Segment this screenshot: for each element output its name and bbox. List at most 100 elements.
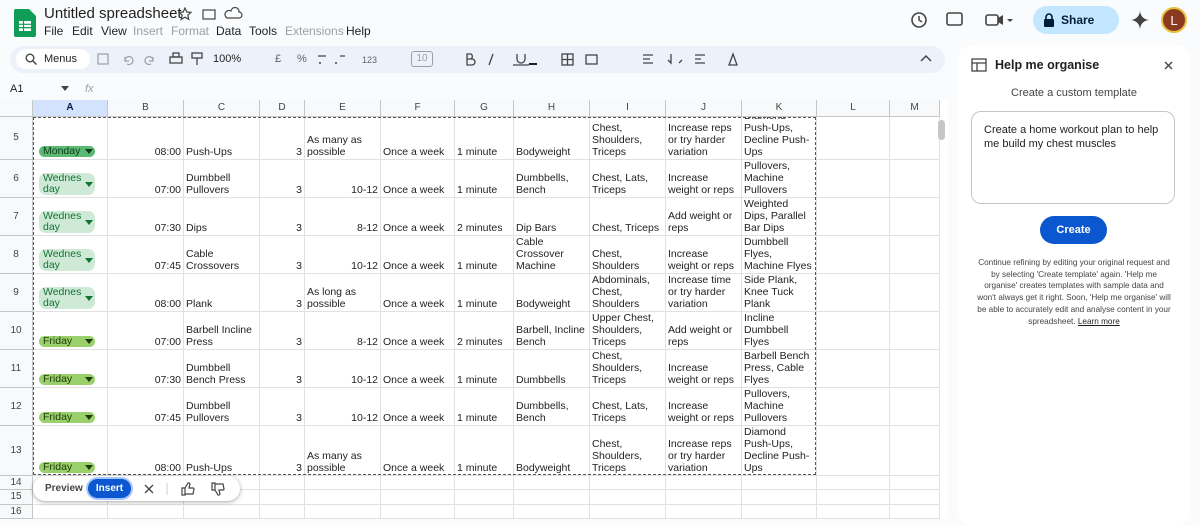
- menu-item[interactable]: Help: [346, 24, 371, 38]
- column-header[interactable]: I: [590, 100, 666, 117]
- chip-arrow[interactable]: [85, 415, 93, 420]
- cell-text: 1 minute: [457, 374, 498, 386]
- menu-item[interactable]: File: [44, 24, 64, 38]
- create-button[interactable]: Create: [1040, 216, 1107, 244]
- menu-item[interactable]: Extensions: [285, 24, 344, 38]
- day-chip[interactable]: Friday: [39, 374, 95, 385]
- toolbar-icons-right[interactable]: [463, 52, 783, 67]
- menu-item[interactable]: Tools: [249, 24, 278, 38]
- column-header[interactable]: D: [260, 100, 305, 117]
- menu-item[interactable]: Data: [216, 24, 242, 38]
- column-header[interactable]: A: [33, 100, 108, 117]
- row-header[interactable]: 7: [0, 198, 33, 236]
- row-header[interactable]: 15: [0, 490, 33, 505]
- zoom[interactable]: 100%: [213, 53, 242, 65]
- column-header[interactable]: C: [184, 100, 260, 117]
- row-header[interactable]: 10: [0, 312, 33, 350]
- cell: Push-Ups: [184, 426, 260, 476]
- menu-item[interactable]: Format: [171, 24, 210, 38]
- menu-search[interactable]: [16, 49, 90, 69]
- column-header[interactable]: E: [305, 100, 381, 117]
- column-header[interactable]: G: [455, 100, 514, 117]
- row-header[interactable]: 6: [0, 160, 33, 198]
- row-header[interactable]: 14: [0, 476, 33, 490]
- cell-text: 8-12: [356, 222, 378, 234]
- number-format[interactable]: 123: [362, 55, 378, 65]
- cell-text: Bodyweight: [516, 298, 571, 310]
- insert-button[interactable]: Insert: [88, 479, 131, 498]
- collapse-toolbar[interactable]: [920, 54, 932, 62]
- cell: Once a week: [381, 117, 455, 160]
- popup-icons[interactable]: [142, 482, 227, 496]
- day-chip[interactable]: Friday: [39, 412, 95, 423]
- gemini-icon[interactable]: [1130, 10, 1150, 30]
- menu-item[interactable]: View: [101, 24, 127, 38]
- share-label[interactable]: Share: [1061, 13, 1095, 27]
- day-chip[interactable]: Wednesday: [39, 287, 95, 309]
- cell-text: Increase weight or reps: [668, 172, 734, 196]
- cell-text: Diamond Push-Ups, Decline Push-Ups: [744, 117, 810, 158]
- column-header[interactable]: K: [742, 100, 817, 117]
- day-chip[interactable]: Wednesday: [39, 211, 95, 233]
- cell: [817, 160, 890, 198]
- chip-arrow[interactable]: [85, 257, 93, 263]
- column-header[interactable]: M: [890, 100, 940, 117]
- currency[interactable]: £: [275, 53, 282, 65]
- chip-arrow[interactable]: [85, 377, 93, 382]
- column-header[interactable]: F: [381, 100, 455, 117]
- chip-arrow[interactable]: [85, 339, 93, 344]
- avatar[interactable]: L: [1161, 7, 1187, 33]
- prompt-textarea[interactable]: Create a home workout plan to help me bu…: [971, 111, 1175, 204]
- cell: [890, 198, 940, 236]
- column-header[interactable]: L: [817, 100, 890, 117]
- preview-button[interactable]: Preview: [45, 483, 83, 494]
- cell: Increase weight or reps: [666, 160, 742, 198]
- decimal-icons[interactable]: [316, 52, 346, 66]
- menu-search-text[interactable]: Menus: [44, 53, 78, 65]
- sheets-logo[interactable]: [14, 9, 36, 37]
- row-header[interactable]: 9: [0, 274, 33, 312]
- title-icons[interactable]: [178, 7, 244, 21]
- cell: [817, 476, 890, 490]
- column-header[interactable]: H: [514, 100, 590, 117]
- row-header[interactable]: 16: [0, 505, 33, 519]
- chip-arrow[interactable]: [85, 181, 93, 187]
- chip-arrow[interactable]: [85, 465, 93, 470]
- cell-text: Cable Crossover Machine: [516, 236, 564, 272]
- scrollbar-thumb[interactable]: [938, 120, 945, 140]
- name-box-arrow[interactable]: [61, 86, 69, 91]
- row-header[interactable]: 13: [0, 426, 33, 476]
- row-header[interactable]: 5: [0, 117, 33, 160]
- cell: Push-Ups: [184, 117, 260, 160]
- column-header[interactable]: B: [108, 100, 184, 117]
- chip-arrow[interactable]: [85, 149, 93, 154]
- day-chip[interactable]: Friday: [39, 336, 95, 347]
- toolbar-icons-left[interactable]: [97, 52, 207, 66]
- row-header[interactable]: 12: [0, 388, 33, 426]
- day-chip[interactable]: Wednesday: [39, 173, 95, 195]
- row-header[interactable]: 8: [0, 236, 33, 274]
- cell-text: 08:00: [154, 298, 181, 310]
- chip-arrow[interactable]: [85, 219, 93, 225]
- name-box[interactable]: A1: [10, 83, 24, 95]
- cell: [817, 426, 890, 476]
- header-actions[interactable]: [910, 10, 1020, 30]
- cell: 8-12: [305, 198, 381, 236]
- chip-arrow[interactable]: [85, 295, 93, 301]
- font-size[interactable]: 10: [411, 51, 433, 67]
- day-chip[interactable]: Wednesday: [39, 249, 95, 271]
- panel-close[interactable]: [1164, 61, 1173, 70]
- cell: Friday: [33, 312, 108, 350]
- cell: Wednesday: [33, 236, 108, 274]
- doc-title[interactable]: Untitled spreadsheet: [44, 5, 182, 22]
- column-header[interactable]: J: [666, 100, 742, 117]
- menu-item[interactable]: Insert: [133, 24, 164, 38]
- cell: [890, 490, 940, 505]
- menu-item[interactable]: Edit: [72, 24, 93, 38]
- day-chip[interactable]: Friday: [39, 462, 95, 473]
- day-chip[interactable]: Monday: [39, 146, 95, 157]
- percent[interactable]: %: [297, 53, 307, 65]
- learn-more-link[interactable]: Learn more: [1077, 316, 1120, 326]
- cell-text: Chest, Shoulders, Triceps: [592, 438, 643, 474]
- row-header[interactable]: 11: [0, 350, 33, 388]
